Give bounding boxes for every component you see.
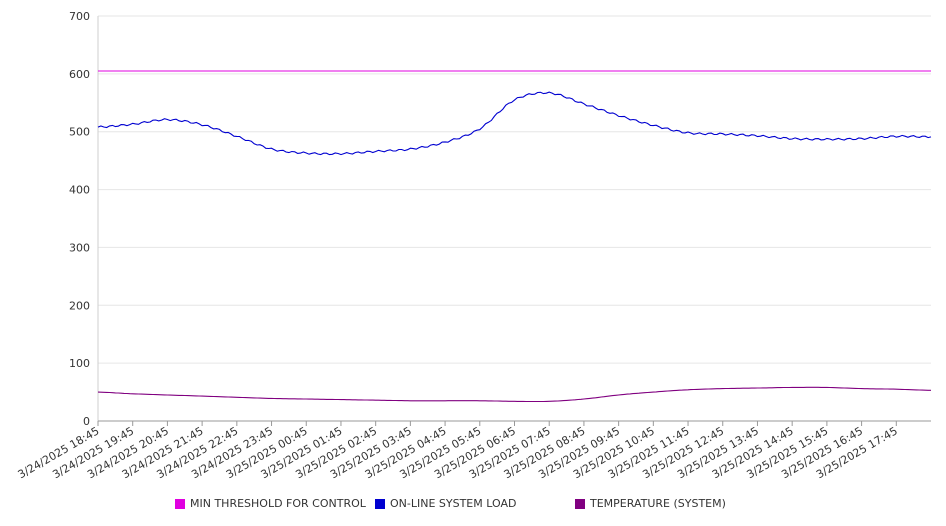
series-line-on-line-system-load — [97, 91, 932, 156]
legend-label-min-threshold: MIN THRESHOLD FOR CONTROL — [190, 497, 366, 510]
y-tick-label: 200 — [69, 299, 90, 312]
chart-legend: MIN THRESHOLD FOR CONTROL ON-LINE SYSTEM… — [0, 497, 946, 515]
y-axis-tick-labels: 0 100 200 300 400 500 600 700 — [69, 10, 90, 428]
y-tick-label: 700 — [69, 10, 90, 23]
y-tick-label: 400 — [69, 184, 90, 197]
chart-series-lines — [97, 70, 932, 403]
y-tick-label: 600 — [69, 68, 90, 81]
legend-swatch-online-system-load — [375, 498, 385, 509]
legend-item-online-system-load[interactable]: ON-LINE SYSTEM LOAD — [375, 497, 516, 510]
y-tick-label: 0 — [83, 415, 90, 428]
chart-gridlines — [98, 15, 931, 364]
x-axis-tick-labels: 3/24/2025 18:453/24/2025 19:453/24/2025 … — [16, 424, 900, 481]
legend-item-min-threshold[interactable]: MIN THRESHOLD FOR CONTROL — [175, 497, 366, 510]
series-line-temperature-system — [97, 386, 931, 403]
y-tick-label: 500 — [69, 126, 90, 139]
legend-label-temperature: TEMPERATURE (SYSTEM) — [590, 497, 726, 510]
legend-label-online-system-load: ON-LINE SYSTEM LOAD — [390, 497, 517, 510]
legend-swatch-min-threshold — [175, 498, 185, 509]
y-tick-label: 300 — [69, 241, 90, 254]
legend-swatch-temperature — [575, 498, 585, 509]
legend-item-temperature[interactable]: TEMPERATURE (SYSTEM) — [575, 497, 726, 510]
y-tick-label: 100 — [69, 357, 90, 370]
chart-axes — [97, 16, 931, 426]
